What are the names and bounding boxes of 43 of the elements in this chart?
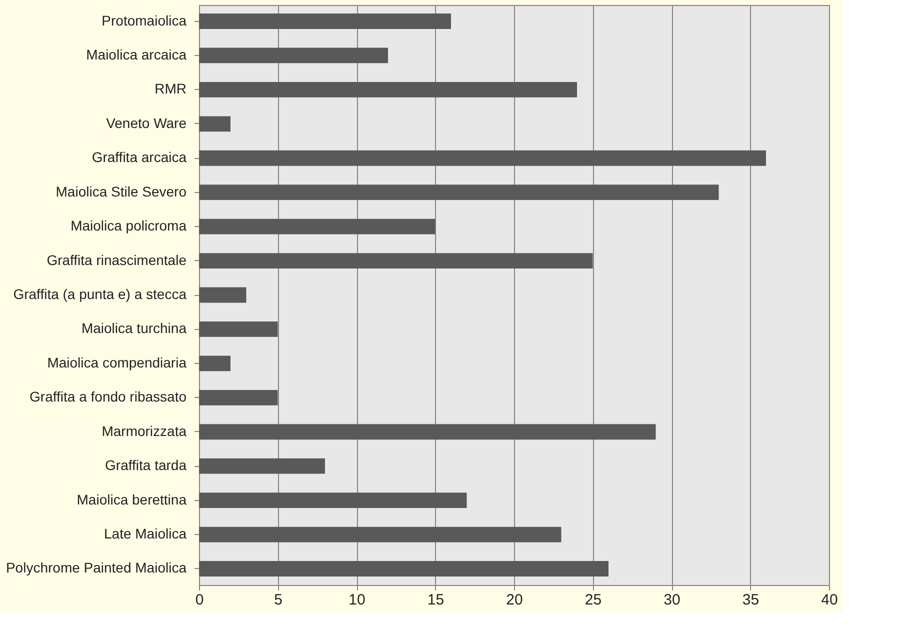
bar xyxy=(199,356,230,372)
x-tick-label: 15 xyxy=(427,592,444,608)
bar xyxy=(199,116,230,132)
y-tick-label: Graffita rinascimentale xyxy=(46,252,187,268)
x-tick-label: 30 xyxy=(664,592,680,608)
y-tick-label: Graffita tarda xyxy=(105,457,187,474)
bar xyxy=(199,492,467,508)
y-tick-label: Protomaiolica xyxy=(102,12,187,28)
y-tick-label: RMR xyxy=(154,80,186,97)
y-tick-label: Maiolica turchina xyxy=(81,320,187,336)
y-tick-label: Maiolica Stile Severo xyxy=(56,183,187,200)
y-tick-label: Graffita a fondo ribassato xyxy=(30,388,187,405)
bar xyxy=(199,424,656,440)
y-tick-label: Marmorizzata xyxy=(102,422,187,439)
x-tick-label: 10 xyxy=(348,592,366,608)
bar xyxy=(199,526,562,542)
y-tick-label: Maiolica compendiaria xyxy=(47,354,187,370)
y-tick-label: Veneto Ware xyxy=(106,114,187,131)
y-tick-label: Graffita arcaica xyxy=(92,149,187,166)
x-tick-label: 0 xyxy=(195,592,204,608)
x-tick-label: 35 xyxy=(742,592,760,608)
bar xyxy=(199,48,388,64)
bar xyxy=(199,458,325,474)
bar xyxy=(199,253,593,268)
bar xyxy=(199,287,246,303)
x-tick-label: 5 xyxy=(274,592,282,608)
bar xyxy=(199,14,451,29)
x-tick-label: 25 xyxy=(584,592,602,608)
y-tick-label: Maiolica berettina xyxy=(76,491,187,508)
bar xyxy=(199,184,719,200)
y-tick-label: Maiolica arcaica xyxy=(86,46,187,62)
bar xyxy=(199,82,577,98)
y-tick-label: Graffita (a punta e) a stecca xyxy=(13,286,187,302)
bar xyxy=(199,322,278,337)
y-tick-label: Polychrome Painted Maiolica xyxy=(6,560,187,576)
bar xyxy=(199,218,436,234)
bar xyxy=(199,561,608,576)
x-tick-label: 40 xyxy=(821,592,838,608)
y-tick-label: Late Maiolica xyxy=(104,526,187,542)
bar xyxy=(199,150,766,166)
y-tick-label: Maiolica policroma xyxy=(70,218,187,234)
bar xyxy=(199,390,278,406)
x-tick-label: 20 xyxy=(506,592,523,608)
